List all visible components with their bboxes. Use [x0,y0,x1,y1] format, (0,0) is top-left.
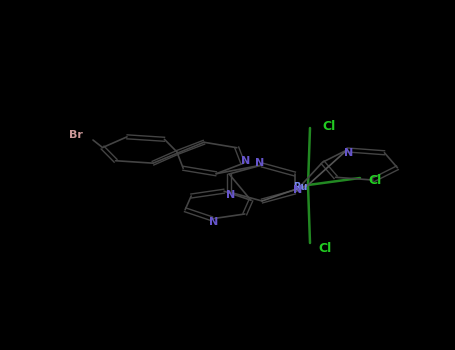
Text: Ru: Ru [293,182,307,192]
Text: Cl: Cl [368,174,381,187]
Text: N: N [293,185,303,195]
Text: Cl: Cl [318,241,331,254]
Text: Br: Br [69,130,83,140]
Text: N: N [344,148,354,158]
Text: N: N [241,156,251,167]
Text: N: N [209,217,218,227]
Text: Cl: Cl [322,119,335,133]
Text: N: N [227,190,236,200]
Text: N: N [255,158,265,168]
